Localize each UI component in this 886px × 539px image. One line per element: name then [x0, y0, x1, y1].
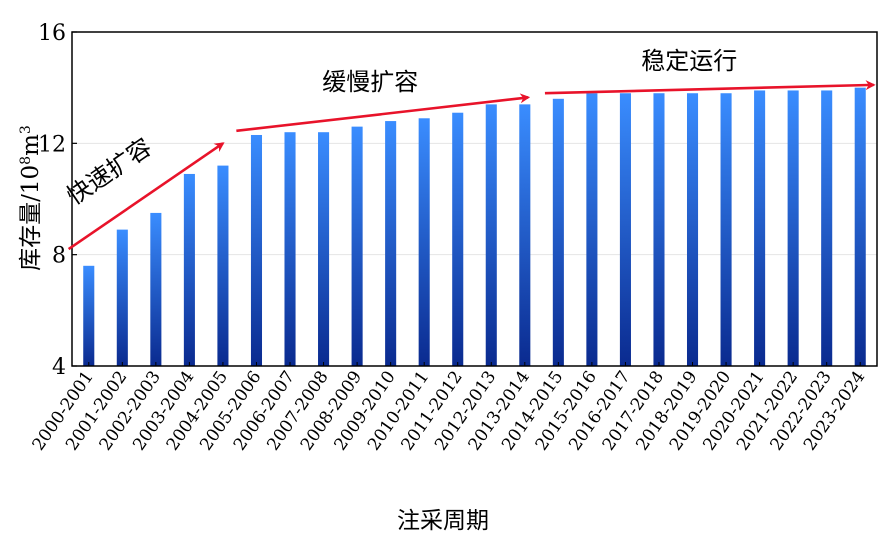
bar — [418, 118, 430, 367]
plot-area-frame — [71, 31, 878, 367]
bar — [284, 132, 296, 366]
y-axis-title-unit: m — [18, 134, 44, 156]
bar — [787, 90, 799, 366]
bar — [619, 93, 631, 366]
bar — [452, 112, 464, 366]
bar — [318, 132, 330, 366]
bar — [385, 121, 397, 366]
y-axis-title: 库存量/108m3 — [18, 125, 44, 271]
bars — [83, 87, 866, 367]
bar — [116, 229, 128, 366]
trend-arrow — [236, 93, 531, 133]
bar — [720, 93, 732, 366]
bar — [686, 93, 699, 366]
y-axis-ticks: 4 8 12 16 — [38, 21, 77, 380]
bar — [653, 93, 665, 366]
bar — [552, 98, 564, 367]
bar — [183, 173, 195, 366]
y-axis-title-exponent: 8 — [18, 156, 34, 165]
y-tick-label: 16 — [38, 21, 66, 46]
bar — [485, 104, 497, 366]
bar — [351, 126, 363, 366]
y-tick-label: 8 — [52, 244, 66, 269]
y-tick-label: 4 — [52, 355, 66, 380]
bar — [150, 212, 162, 366]
bar — [586, 93, 598, 366]
x-axis-ticks: 2000-20012001-20022002-20032003-20042004… — [29, 362, 869, 454]
x-axis-title: 注采周期 — [397, 508, 489, 534]
y-axis-title-main: 库存量/10 — [18, 165, 44, 271]
trend-annotation: 稳定运行 — [641, 47, 737, 75]
trend-arrow — [67, 142, 225, 251]
trend-annotation: 缓慢扩容 — [322, 68, 418, 96]
bar — [519, 104, 531, 366]
bar — [854, 87, 866, 367]
y-tick-label: 12 — [38, 132, 66, 157]
bar — [821, 90, 833, 366]
grid-lines — [72, 142, 877, 256]
bar — [250, 134, 263, 366]
y-axis-title-unit-exponent: 3 — [18, 125, 34, 134]
bar — [83, 265, 95, 366]
bar — [754, 90, 766, 366]
trend-arrow — [544, 80, 876, 95]
bar — [217, 165, 229, 366]
